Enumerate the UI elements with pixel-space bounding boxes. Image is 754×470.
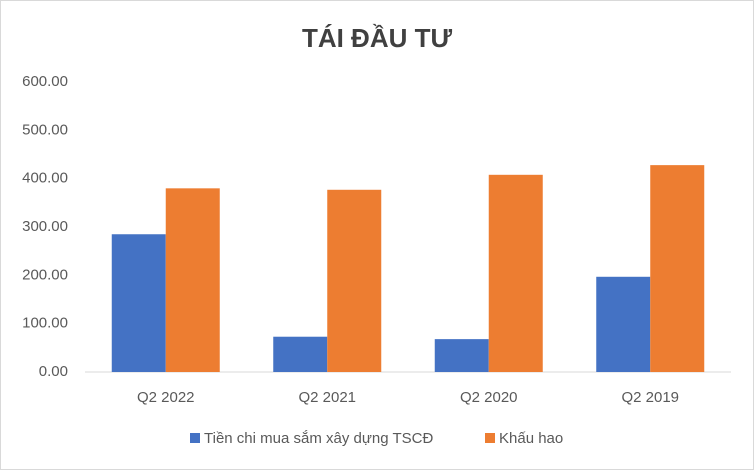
bar (596, 276, 651, 372)
y-tick-label: 400.00 (22, 170, 68, 187)
x-tick-label: Q2 2022 (137, 389, 195, 406)
bar (488, 174, 543, 372)
y-tick-label: 200.00 (22, 266, 68, 283)
x-tick-label: Q2 2021 (298, 389, 356, 406)
legend-swatch (485, 433, 495, 443)
bar (434, 339, 489, 372)
y-tick-label: 500.00 (22, 121, 68, 138)
bar (327, 189, 382, 372)
legend-label: Khấu hao (499, 430, 563, 447)
y-tick-label: 0.00 (39, 363, 68, 380)
y-tick-label: 600.00 (22, 73, 68, 90)
bar (273, 336, 328, 372)
chart-title: TÁI ĐẦU TƯ (302, 23, 453, 53)
bar (165, 188, 220, 372)
legend-swatch (190, 433, 200, 443)
bar (111, 234, 166, 372)
x-tick-label: Q2 2019 (621, 389, 679, 406)
x-tick-label: Q2 2020 (460, 389, 518, 406)
bar (650, 165, 705, 372)
y-tick-label: 300.00 (22, 218, 68, 235)
y-tick-label: 100.00 (22, 315, 68, 332)
legend-label: Tiền chi mua sắm xây dựng TSCĐ (204, 430, 433, 447)
